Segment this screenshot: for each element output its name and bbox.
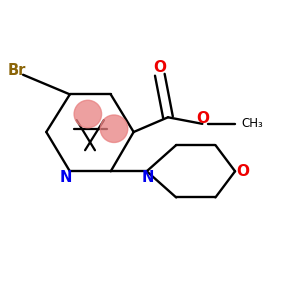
Circle shape (100, 115, 128, 142)
Text: O: O (196, 111, 209, 126)
Text: O: O (236, 164, 249, 179)
Text: Br: Br (8, 63, 26, 78)
Text: CH₃: CH₃ (241, 117, 263, 130)
Circle shape (74, 100, 102, 128)
Text: O: O (153, 60, 166, 75)
Text: N: N (60, 170, 72, 185)
Text: N: N (141, 170, 154, 185)
